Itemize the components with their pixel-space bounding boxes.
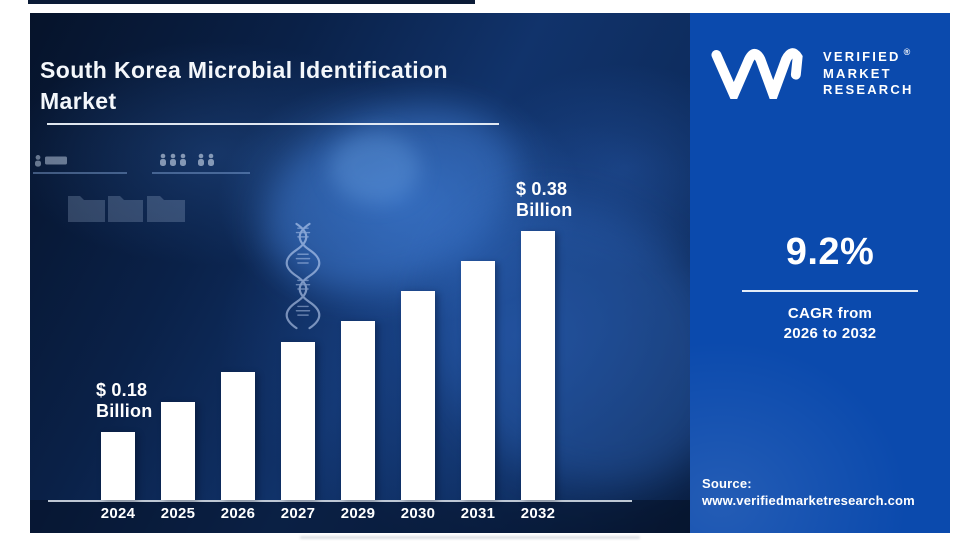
bar-chart: 2024 2025 2026 2027 2029 2030 2031 2032 $ 0.18 Bi… bbox=[30, 13, 690, 533]
value-label-2032: $ 0.38 Billion bbox=[516, 179, 573, 220]
bar-2024 bbox=[101, 432, 135, 500]
brand-line-3: RESEARCH bbox=[823, 82, 914, 97]
source-url: www.verifiedmarketresearch.com bbox=[702, 493, 915, 508]
bar-2025 bbox=[161, 402, 195, 500]
page-title: South Korea Microbial Identification Mar… bbox=[40, 57, 448, 114]
x-tick-2024: 2024 bbox=[100, 505, 136, 522]
x-tick-2031: 2031 bbox=[460, 505, 496, 522]
brand-panel: VERIFIED ® MARKET RESEARCH 9.2% CAGR from… bbox=[690, 13, 950, 533]
folder-icons bbox=[68, 196, 185, 222]
people-icons bbox=[160, 153, 214, 166]
vmr-logo-icon bbox=[711, 48, 803, 99]
bar-2026 bbox=[221, 372, 255, 500]
source-block: Source: www.verifiedmarketresearch.com bbox=[702, 475, 915, 509]
cagr-caption: CAGR from 2026 to 2032 bbox=[783, 305, 877, 342]
bottom-edge-artifact bbox=[300, 536, 640, 539]
registered-mark: ® bbox=[903, 47, 911, 57]
brand-logo: VERIFIED ® MARKET RESEARCH bbox=[690, 13, 950, 123]
source-label: Source: bbox=[702, 476, 752, 491]
brand-wordmark: VERIFIED ® MARKET RESEARCH bbox=[823, 44, 914, 99]
bar-2029 bbox=[341, 321, 375, 500]
title-underline bbox=[47, 123, 499, 125]
person-badge-icon bbox=[35, 155, 67, 167]
bar-2032 bbox=[521, 231, 555, 500]
bar-2027 bbox=[281, 342, 315, 500]
x-tick-2030: 2030 bbox=[400, 505, 436, 522]
x-tick-2029: 2029 bbox=[340, 505, 376, 522]
x-tick-2032: 2032 bbox=[520, 505, 556, 522]
cagr-stat: 9.2% CAGR from 2026 to 2032 bbox=[700, 231, 950, 344]
stat-divider bbox=[742, 290, 918, 292]
x-tick-2026: 2026 bbox=[220, 505, 256, 522]
x-axis-line bbox=[48, 500, 632, 502]
cagr-value: 9.2% bbox=[785, 231, 875, 273]
x-tick-2025: 2025 bbox=[160, 505, 196, 522]
brand-line-2: MARKET bbox=[823, 65, 892, 81]
top-edge-artifact bbox=[28, 0, 475, 4]
dna-helix-icon bbox=[285, 222, 321, 330]
brand-line-1: VERIFIED bbox=[823, 49, 901, 64]
bar-2031 bbox=[461, 261, 495, 500]
glove-highlight-decor bbox=[330, 133, 420, 203]
chart-panel: South Korea Microbial Identification Mar… bbox=[30, 13, 690, 533]
background-divider-line bbox=[152, 172, 250, 174]
background-divider-line bbox=[33, 172, 127, 174]
chart-footer-band bbox=[30, 500, 690, 533]
x-tick-2027: 2027 bbox=[280, 505, 316, 522]
value-label-2024: $ 0.18 Billion bbox=[96, 380, 153, 421]
bar-2030 bbox=[401, 291, 435, 500]
